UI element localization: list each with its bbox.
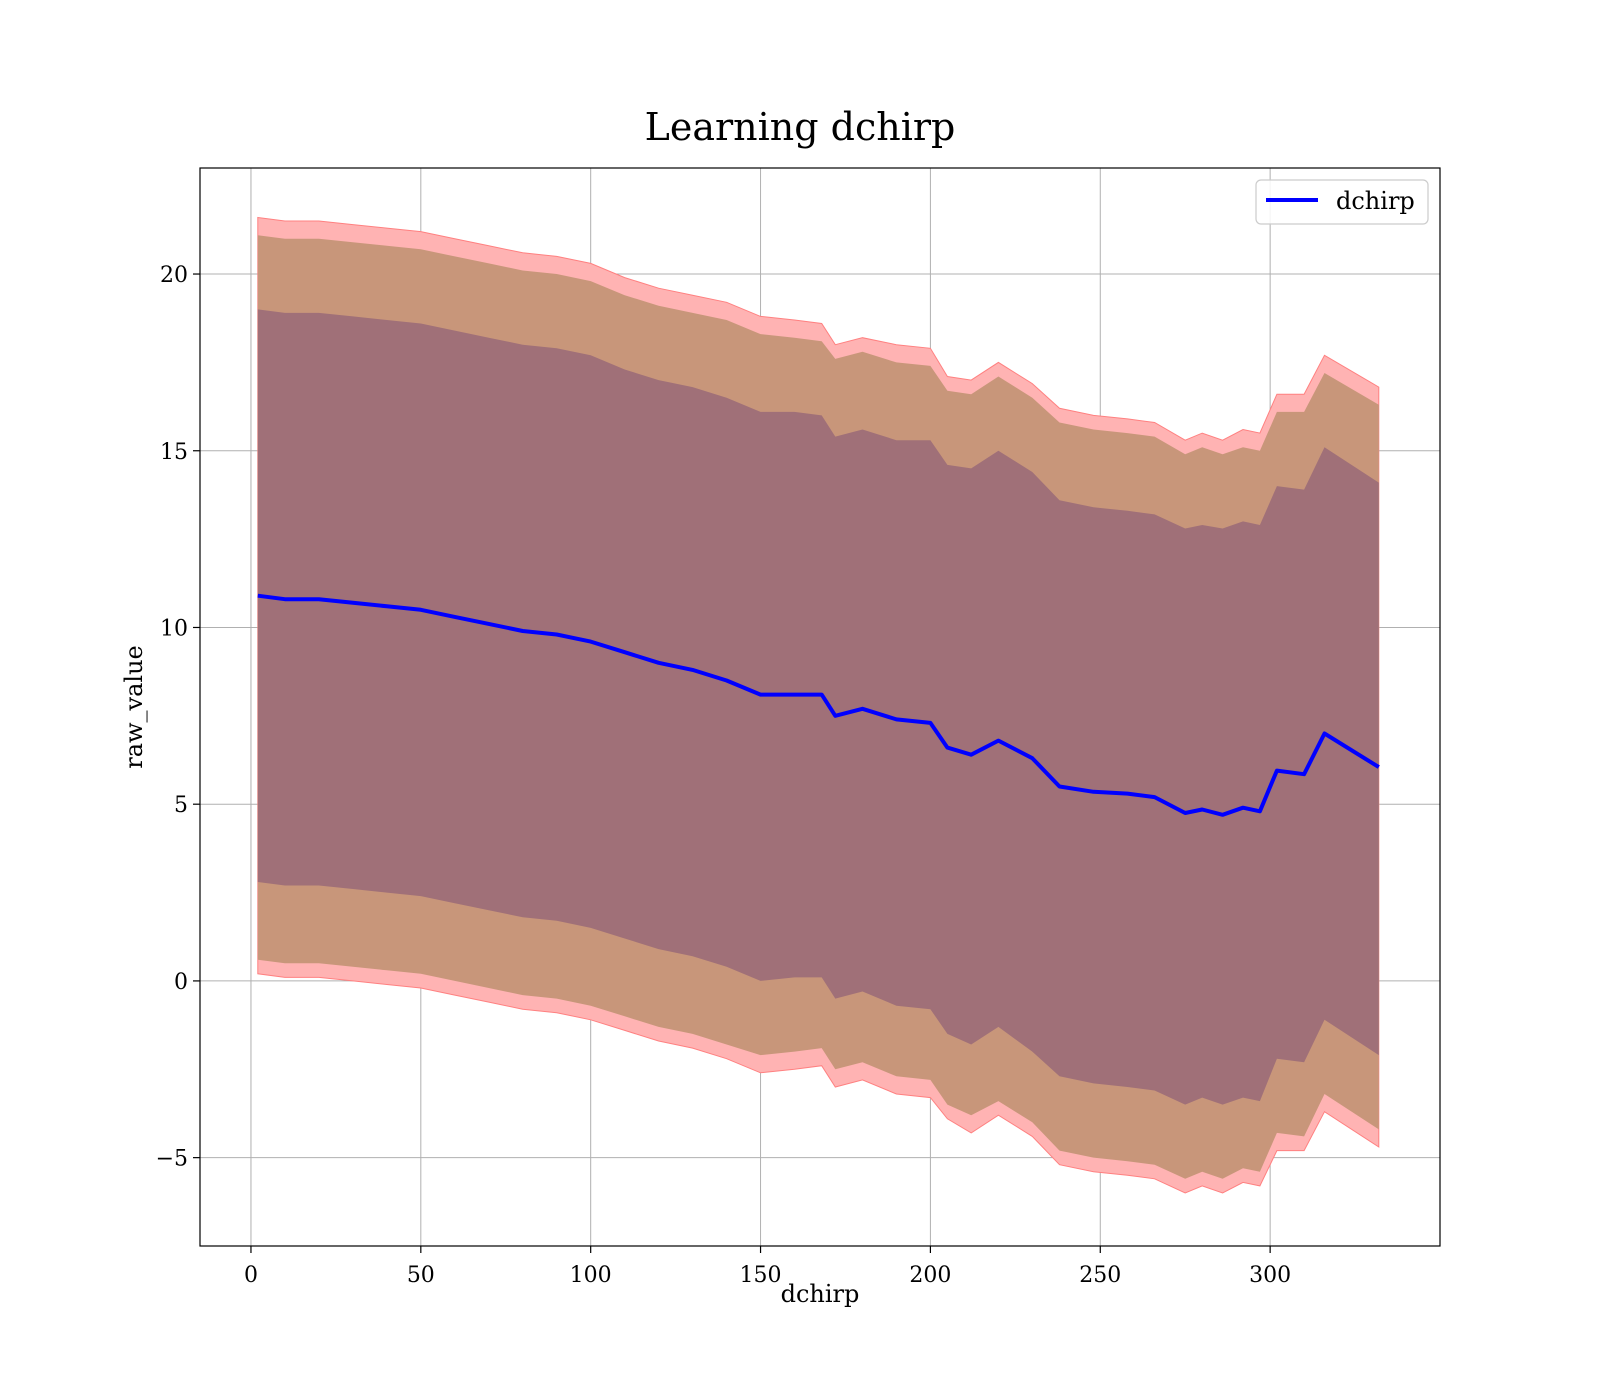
legend: dchirp xyxy=(1255,179,1429,225)
y-tick-label: 15 xyxy=(160,440,188,465)
band-inner xyxy=(257,309,1379,1105)
series-lines xyxy=(257,593,1380,817)
x-tick-label: 0 xyxy=(244,1263,258,1288)
x-tick-label: 50 xyxy=(407,1263,435,1288)
series-line-dchirp xyxy=(257,593,1380,817)
legend-label-dchirp: dchirp xyxy=(1336,187,1415,215)
x-axis-ticks: 0 50 100 150 200 250 300 xyxy=(244,1246,1291,1288)
y-axis-label: raw_value xyxy=(120,645,148,769)
legend-box xyxy=(1255,179,1429,225)
x-axis-label: dchirp xyxy=(781,1280,860,1308)
y-axis-ticks: −5 0 5 10 15 20 xyxy=(156,263,200,1172)
x-tick-label: 300 xyxy=(1249,1263,1291,1288)
y-tick-label: 20 xyxy=(160,263,188,288)
y-tick-label: 5 xyxy=(174,793,188,818)
plot-frame xyxy=(199,167,1441,1247)
x-tick-label: 250 xyxy=(1079,1263,1121,1288)
chart-title: Learning dchirp xyxy=(645,105,956,149)
x-tick-label: 100 xyxy=(570,1263,612,1288)
x-tick-label: 200 xyxy=(909,1263,951,1288)
confidence-bands xyxy=(257,216,1380,1194)
x-tick-label: 150 xyxy=(740,1263,782,1288)
y-tick-label: 10 xyxy=(160,616,188,641)
y-tick-label: 0 xyxy=(174,970,188,995)
y-tick-label: −5 xyxy=(156,1147,188,1172)
